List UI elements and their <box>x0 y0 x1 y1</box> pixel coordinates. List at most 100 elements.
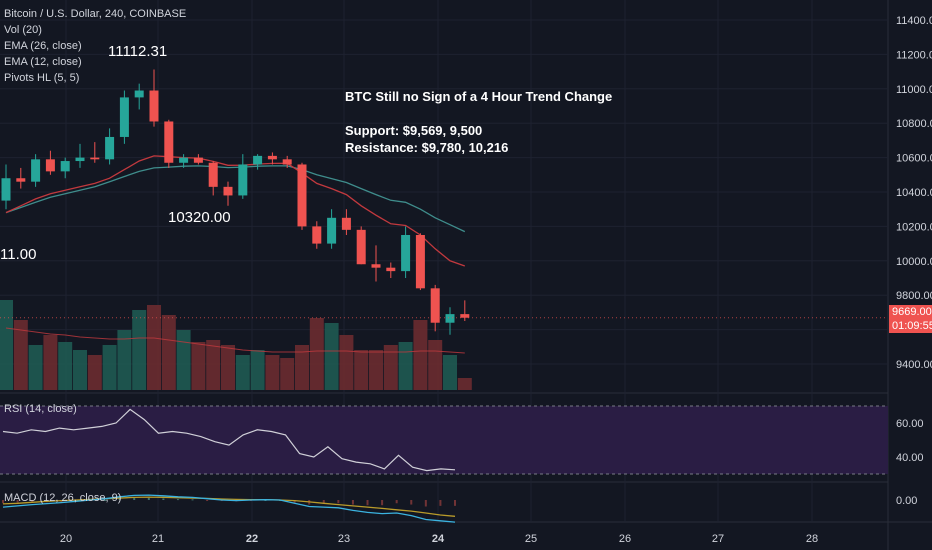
candle-body <box>193 157 203 163</box>
volume-bar <box>369 350 383 390</box>
macd-histogram-bar <box>381 500 384 506</box>
volume-bar <box>250 350 265 390</box>
candle-body <box>45 159 55 172</box>
price-tick-label: 10000.00 <box>896 256 932 268</box>
time-tick-label: 22 <box>246 533 258 545</box>
volume-ma-line <box>5 327 465 354</box>
macd-histogram-bar <box>410 500 413 505</box>
volume-bar <box>428 340 443 390</box>
macd-pane <box>2 494 456 523</box>
candle-body <box>445 314 455 323</box>
candle-body <box>327 217 337 244</box>
volume-bar <box>0 300 13 390</box>
volume-bar <box>161 315 176 390</box>
volume-bar <box>58 342 73 390</box>
candle-body <box>1 178 11 201</box>
volume-bar <box>147 305 161 390</box>
volume-bars <box>0 300 472 390</box>
volume-bar <box>354 350 369 390</box>
time-tick-label: 25 <box>525 533 537 545</box>
macd-histogram-bar <box>395 500 398 504</box>
legend-ema26[interactable]: EMA (26, close) <box>4 40 82 52</box>
volume-ma <box>5 327 465 354</box>
volume-bar <box>176 330 191 390</box>
ema-lines <box>5 155 466 267</box>
macd-histogram-bar <box>293 500 296 503</box>
candle-body <box>253 155 263 165</box>
volume-bar <box>43 335 58 390</box>
candle-body <box>386 267 396 272</box>
legend-ema12[interactable]: EMA (12, close) <box>4 56 82 68</box>
macd-histogram-bar <box>337 500 340 504</box>
note-support: Support: $9,569, 9,500 <box>345 123 483 138</box>
macd-histogram-bar <box>118 498 121 500</box>
macd-histogram-bar <box>176 499 179 501</box>
rsi-pane <box>0 405 888 475</box>
rsi-tick-label: 60.00 <box>896 418 924 430</box>
time-tick-label: 28 <box>806 533 818 545</box>
candle-body <box>460 314 470 318</box>
last-price-tag: 9669.00 <box>889 305 932 319</box>
time-tick-label: 21 <box>152 533 164 545</box>
candle-body <box>312 226 322 244</box>
volume-bar <box>221 345 235 390</box>
volume-bar <box>73 350 87 390</box>
volume-bar <box>132 310 147 390</box>
macd-histogram-bar <box>206 500 209 501</box>
candle-body <box>179 157 189 163</box>
candle-body <box>164 121 174 163</box>
candle-body <box>60 161 70 172</box>
price-tick-label: 10400.00 <box>896 187 932 199</box>
volume-bar <box>191 342 206 390</box>
axes: 9400.00 9800.00 10000.00 10200.00 10400.00 10… <box>60 15 932 545</box>
candle-body <box>401 235 411 272</box>
candle-body <box>149 90 159 122</box>
rsi-label[interactable]: RSI (14, close) <box>4 403 77 415</box>
legend-vol[interactable]: Vol (20) <box>4 24 42 36</box>
macd-signal-line <box>2 496 456 517</box>
macd-histogram-bar <box>16 500 19 503</box>
volume-bar <box>206 340 221 390</box>
volume-bar <box>28 345 43 390</box>
macd-histogram-bar <box>322 500 325 504</box>
price-tick-label: 11400.00 <box>896 15 932 27</box>
macd-histogram-bar <box>104 500 107 501</box>
candle-body <box>297 164 307 227</box>
volume-bar <box>295 345 309 390</box>
price-tick-label: 9800.00 <box>896 290 932 302</box>
macd-histogram-bar <box>351 500 354 505</box>
legend-pivots[interactable]: Pivots HL (5, 5) <box>4 72 80 84</box>
volume-bar <box>235 355 250 390</box>
rsi-line <box>2 408 456 472</box>
analysis-note: BTC Still no Sign of a 4 Hour Trend Chan… <box>345 88 612 156</box>
volume-bar <box>102 345 117 390</box>
price-tick-label: 9400.00 <box>896 359 932 371</box>
time-tick-label: 20 <box>60 533 72 545</box>
volume-bar <box>398 342 413 390</box>
macd-histogram-bar <box>133 498 136 500</box>
macd-histogram-bar <box>31 500 34 503</box>
volume-bar <box>457 378 472 390</box>
macd-label[interactable]: MACD (12, 26, close, 9) <box>4 492 122 504</box>
ema26-line <box>5 165 466 233</box>
volume-bar <box>280 358 295 390</box>
rsi-band <box>0 406 888 474</box>
volume-bar <box>443 355 457 390</box>
price-tick-label: 11000.00 <box>896 84 932 96</box>
price-tick-label: 10800.00 <box>896 118 932 130</box>
time-tick-label: 24 <box>432 533 445 545</box>
candle-body <box>31 159 41 182</box>
macd-histogram-bar <box>264 500 267 501</box>
candle-body <box>430 288 440 323</box>
candle-body <box>90 157 100 160</box>
candle-body <box>16 178 26 182</box>
macd-histogram-bar <box>191 499 194 501</box>
symbol-title: Bitcoin / U.S. Dollar, 240, COINBASE <box>4 8 187 20</box>
price-tick-label: 11200.00 <box>896 49 932 61</box>
low-pivot-label: 10320.00 <box>168 209 231 226</box>
volume-bar <box>383 345 398 390</box>
candle-body <box>282 159 292 165</box>
candle-body <box>371 264 381 268</box>
macd-histogram-bar <box>424 500 427 507</box>
